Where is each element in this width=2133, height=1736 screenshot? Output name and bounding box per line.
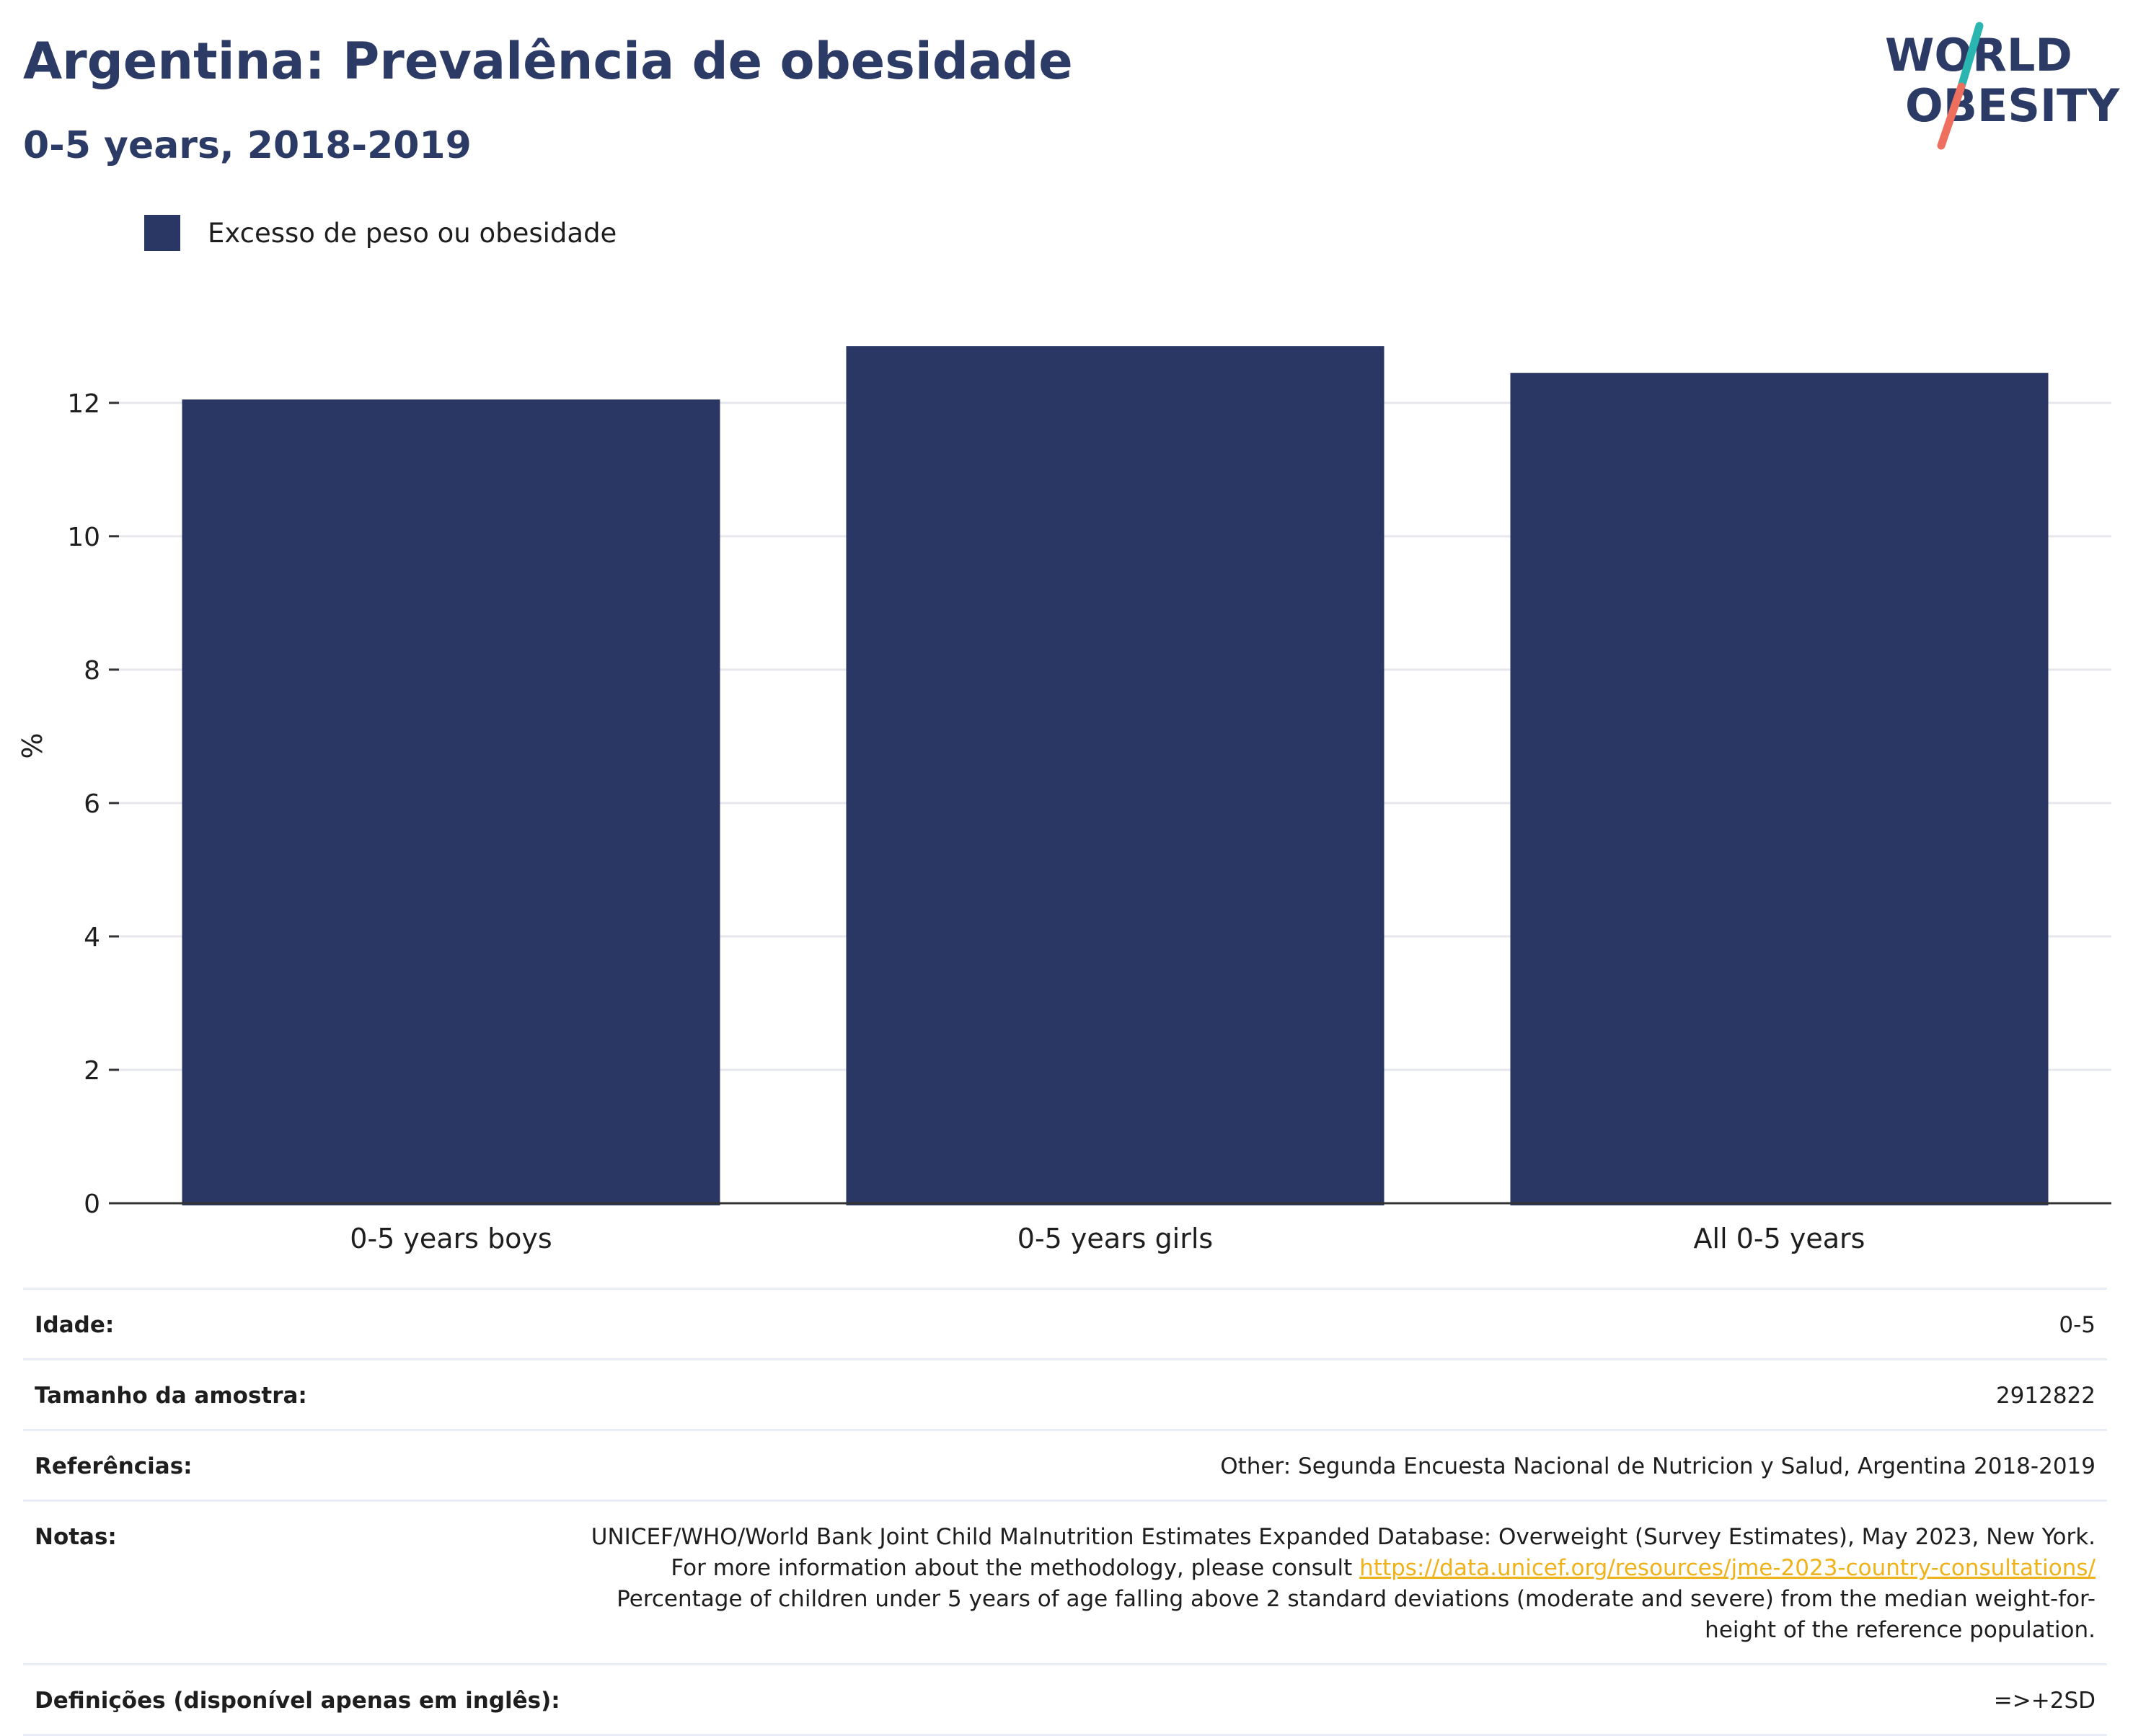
meta-notes-label: Notas:: [35, 1524, 117, 1550]
meta-row-notes: Notas: UNICEF/WHO/World Bank Joint Child…: [23, 1500, 2107, 1663]
bar-1[interactable]: [182, 399, 720, 1205]
meta-definitions-value: =>+2SD: [1993, 1688, 2096, 1714]
meta-sample-value: 2912822: [1995, 1383, 2096, 1409]
meta-definitions-label: Definições (disponível apenas em inglês)…: [35, 1688, 560, 1714]
meta-references-value: Other: Segunda Encuesta Nacional de Nutr…: [1220, 1453, 2096, 1479]
y-tick-label: 10: [67, 523, 100, 552]
y-tick-label: 0: [84, 1190, 100, 1219]
meta-notes-value: UNICEF/WHO/World Bank Joint Child Malnut…: [574, 1522, 2096, 1646]
bar-2[interactable]: [846, 346, 1385, 1206]
bar-chart: 0 2 4 6 8 10 12 0-5 years boys 0-5 years girls A…: [17, 346, 2111, 1254]
bars: [182, 346, 2049, 1206]
x-tick-label: 0-5 years girls: [1017, 1223, 1213, 1254]
meta-age-label: Idade:: [35, 1312, 115, 1338]
y-axis-ticks: 0 2 4 6 8 10 12: [67, 389, 119, 1219]
meta-row-references: Referências: Other: Segunda Encuesta Nac…: [23, 1429, 2107, 1500]
x-axis-ticks: 0-5 years boys 0-5 years girls All 0-5 yea…: [350, 1223, 1865, 1254]
y-tick-label: 8: [84, 656, 100, 686]
meta-notes-text-after: Percentage of children under 5 years of …: [617, 1586, 2096, 1643]
world-obesity-logo: WORLD OBESITY: [1885, 22, 2120, 150]
meta-age-value: 0-5: [2059, 1312, 2096, 1338]
metadata-table: Idade: 0-5 Tamanho da amostra: 2912822 R…: [23, 1288, 2107, 1736]
y-tick-label: 2: [84, 1056, 100, 1086]
bar-3[interactable]: [1510, 373, 2049, 1205]
meta-references-label: Referências:: [35, 1453, 193, 1479]
y-tick-label: 6: [84, 789, 100, 819]
meta-row-definitions: Definições (disponível apenas em inglês)…: [23, 1663, 2107, 1736]
legend-swatch: [144, 215, 180, 251]
legend[interactable]: Excesso de peso ou obesidade: [144, 215, 617, 251]
meta-sample-label: Tamanho da amostra:: [35, 1383, 307, 1409]
logo-line-obesity: OBESITY: [1905, 79, 2120, 132]
x-tick-label: All 0-5 years: [1694, 1223, 1865, 1254]
meta-notes-link[interactable]: https://data.unicef.org/resources/jme-20…: [1359, 1555, 2096, 1581]
logo-slash-teal: [1957, 22, 1984, 91]
legend-label: Excesso de peso ou obesidade: [208, 217, 617, 249]
y-tick-label: 12: [67, 389, 100, 419]
chart-title: Argentina: Prevalência de obesidade: [23, 32, 1073, 91]
y-tick-label: 4: [84, 923, 100, 952]
meta-notes-text-before: UNICEF/WHO/World Bank Joint Child Malnut…: [591, 1524, 2096, 1581]
x-tick-label: 0-5 years boys: [350, 1223, 552, 1254]
meta-row-age: Idade: 0-5: [23, 1288, 2107, 1358]
logo-slash-coral: [1937, 82, 1966, 150]
chart-subtitle: 0-5 years, 2018-2019: [23, 124, 472, 167]
y-axis-label: %: [17, 732, 48, 758]
meta-row-sample: Tamanho da amostra: 2912822: [23, 1358, 2107, 1429]
